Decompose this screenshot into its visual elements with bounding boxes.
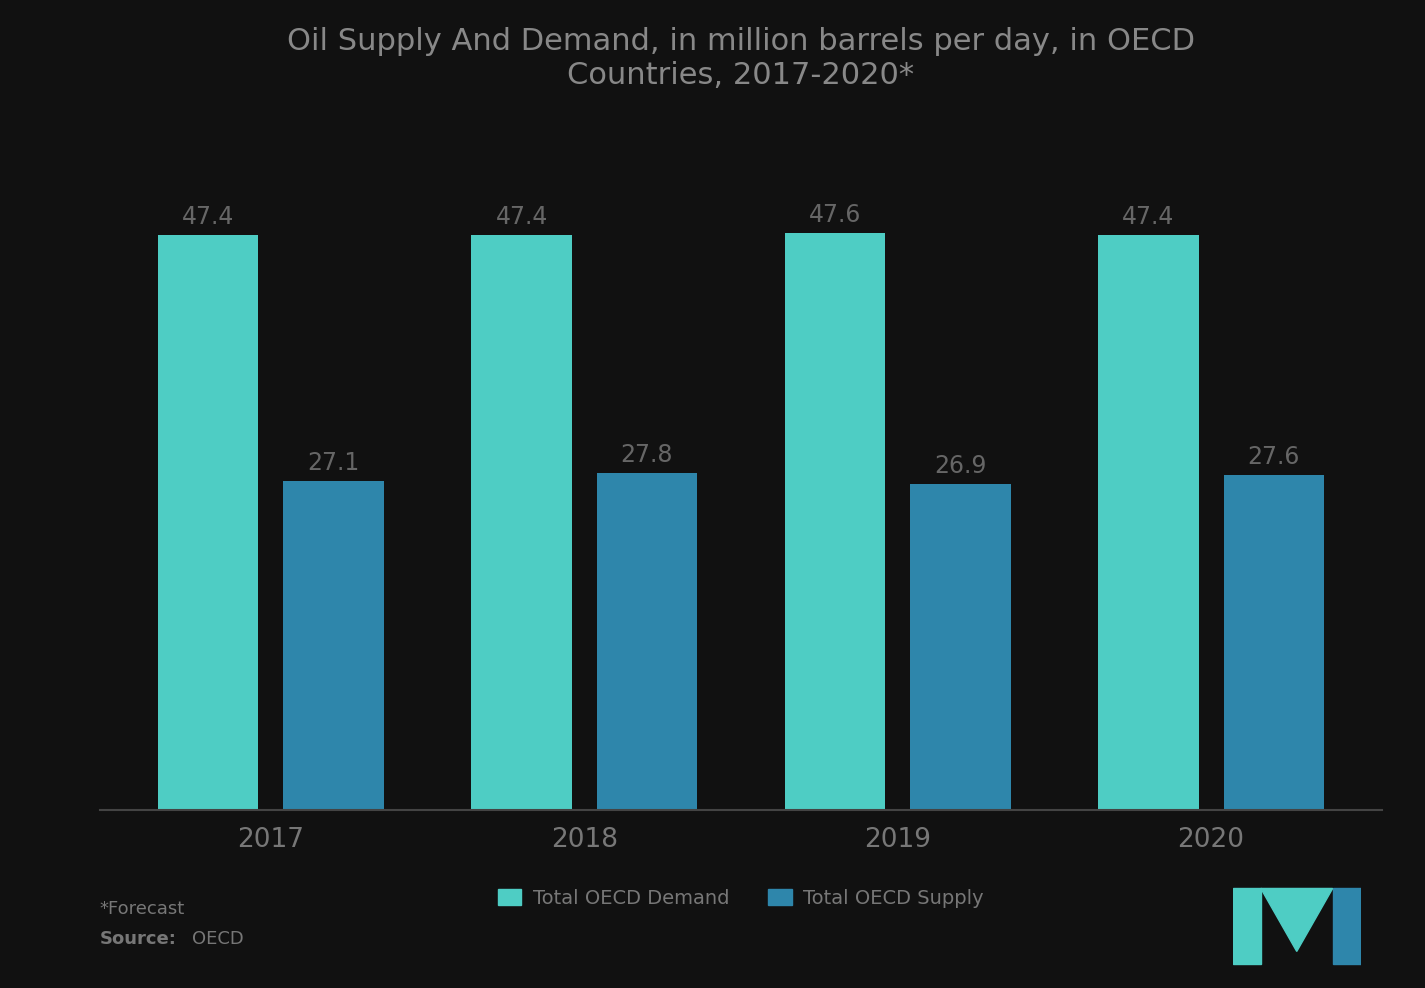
Polygon shape xyxy=(1261,888,1332,951)
Text: 27.8: 27.8 xyxy=(621,443,673,466)
Text: 27.1: 27.1 xyxy=(308,452,359,475)
Legend: Total OECD Demand, Total OECD Supply: Total OECD Demand, Total OECD Supply xyxy=(497,888,985,908)
Text: 26.9: 26.9 xyxy=(935,453,986,478)
Text: Source:: Source: xyxy=(100,930,177,947)
Text: 27.6: 27.6 xyxy=(1248,446,1300,469)
Bar xyxy=(1233,888,1261,964)
Text: 47.4: 47.4 xyxy=(496,205,547,229)
Bar xyxy=(472,235,571,810)
Bar xyxy=(1099,235,1198,810)
Bar xyxy=(1332,888,1361,964)
Text: OECD: OECD xyxy=(192,930,244,947)
Bar xyxy=(911,484,1010,810)
Title: Oil Supply And Demand, in million barrels per day, in OECD
Countries, 2017-2020*: Oil Supply And Demand, in million barrel… xyxy=(286,28,1196,90)
Bar xyxy=(284,481,383,810)
Text: 47.4: 47.4 xyxy=(1123,205,1174,229)
Bar xyxy=(597,473,697,810)
Text: 47.4: 47.4 xyxy=(182,205,234,229)
Bar xyxy=(158,235,258,810)
Text: *Forecast: *Forecast xyxy=(100,900,185,918)
Bar xyxy=(1224,475,1324,810)
Text: 47.6: 47.6 xyxy=(809,203,861,226)
Bar xyxy=(785,232,885,810)
